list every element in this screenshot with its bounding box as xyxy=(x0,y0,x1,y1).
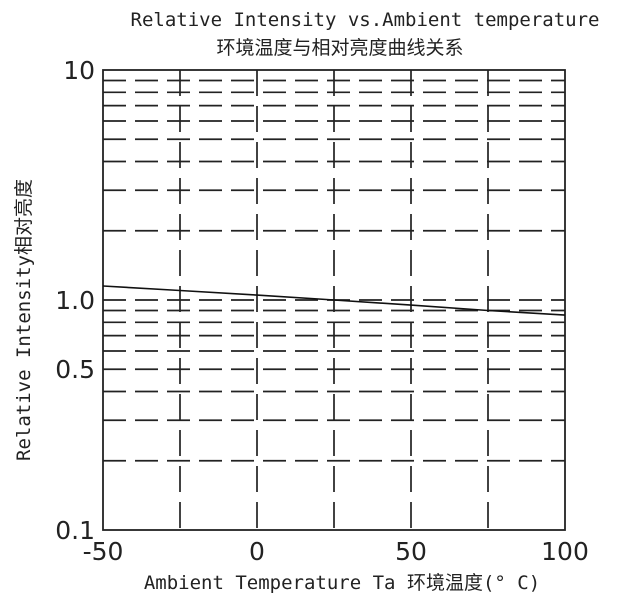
chart-subtitle: 环境温度与相对亮度曲线关系 xyxy=(216,37,463,59)
series-line xyxy=(102,285,566,316)
x-tick-label: 0 xyxy=(249,537,265,566)
x-tick-label: 50 xyxy=(395,537,427,566)
y-tick-label: 0.1 xyxy=(55,516,95,545)
chart-title: Relative Intensity vs.Ambient temperatur… xyxy=(131,9,600,31)
x-tick-label: -50 xyxy=(83,537,124,566)
y-tick-label: 10 xyxy=(63,56,95,85)
x-axis-label: Ambient Temperature Ta 环境温度(° C) xyxy=(144,572,540,594)
grid xyxy=(103,70,565,530)
tick-labels: -50 0 50 100 0.1 0.5 1.0 10 xyxy=(55,56,589,566)
y-tick-label: 1.0 xyxy=(55,286,95,315)
y-tick-label: 0.5 xyxy=(55,355,95,384)
x-tick-label: 100 xyxy=(541,537,589,566)
plot-frame xyxy=(102,69,566,531)
series-layer xyxy=(102,285,566,316)
y-axis-label: Relative Intensity相对亮度 xyxy=(13,179,35,461)
